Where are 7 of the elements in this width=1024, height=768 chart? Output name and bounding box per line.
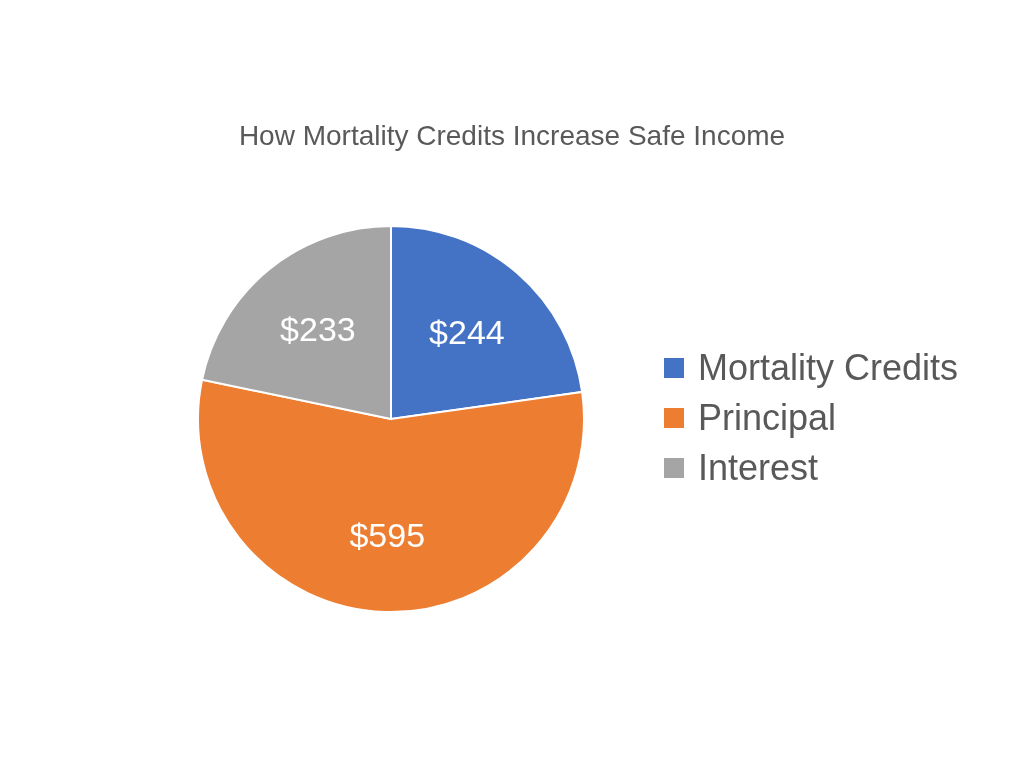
- data-label: $244: [429, 312, 505, 351]
- data-label: $595: [349, 515, 426, 554]
- legend-label: Mortality Credits: [698, 347, 959, 389]
- data-label: $233: [280, 310, 356, 349]
- chart-title: How Mortality Credits Increase Safe Income: [237, 120, 787, 152]
- legend-label: Principal: [698, 397, 837, 439]
- legend-label: Interest: [698, 447, 819, 489]
